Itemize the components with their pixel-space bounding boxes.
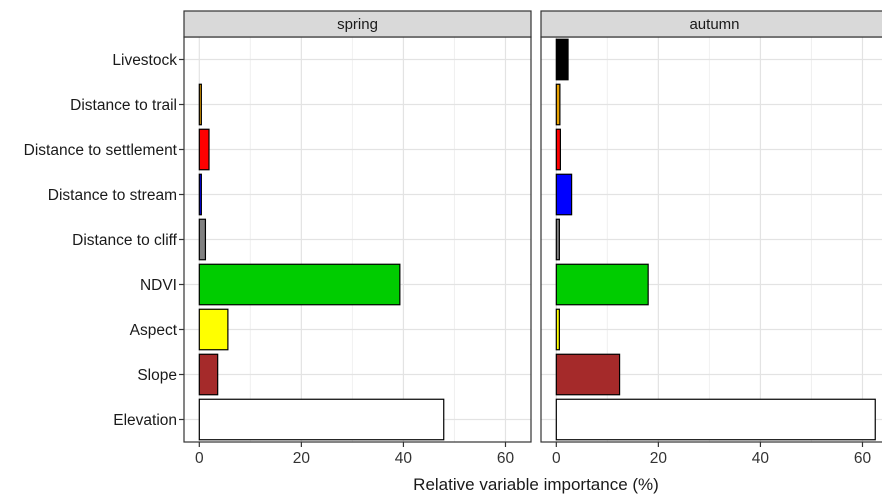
bar-spring-distance-to-stream bbox=[198, 173, 202, 216]
bar-spring-distance-to-cliff bbox=[198, 218, 207, 261]
category-label: Distance to stream bbox=[48, 187, 177, 204]
bar-autumn-livestock bbox=[555, 38, 569, 81]
x-axis-title: Relative variable importance (%) bbox=[413, 475, 659, 494]
category-label: Elevation bbox=[113, 412, 177, 429]
category-label: NDVI bbox=[140, 277, 177, 294]
facet-strip bbox=[183, 10, 532, 38]
bar-spring-aspect bbox=[198, 308, 229, 351]
category-label: Slope bbox=[137, 367, 177, 384]
x-tick-label: 0 bbox=[552, 450, 561, 467]
x-tick-label: 0 bbox=[195, 450, 204, 467]
bar-autumn-distance-to-settlement bbox=[555, 128, 561, 171]
x-tick-label: 60 bbox=[854, 450, 872, 467]
bar-autumn-distance-to-cliff bbox=[555, 218, 560, 261]
x-tick-label: 20 bbox=[293, 450, 311, 467]
bar-autumn-aspect bbox=[555, 308, 560, 351]
bar-autumn-ndvi bbox=[555, 263, 649, 306]
bar-spring-elevation bbox=[198, 398, 445, 441]
bar-spring-slope bbox=[198, 353, 219, 396]
bar-autumn-elevation bbox=[555, 398, 876, 441]
bar-spring-distance-to-settlement bbox=[198, 128, 210, 171]
x-tick-label: 20 bbox=[650, 450, 668, 467]
x-tick-label: 40 bbox=[752, 450, 770, 467]
x-tick-label: 60 bbox=[497, 450, 515, 467]
category-label: Distance to cliff bbox=[72, 232, 178, 249]
bar-autumn-distance-to-stream bbox=[555, 173, 573, 216]
category-label: Distance to trail bbox=[70, 97, 177, 114]
bar-spring-ndvi bbox=[198, 263, 401, 306]
bar-autumn-distance-to-trail bbox=[555, 83, 561, 126]
category-label: Livestock bbox=[112, 52, 177, 69]
facet-strip-label: spring bbox=[337, 16, 378, 33]
facet-strip bbox=[540, 10, 882, 38]
bar-autumn-slope bbox=[555, 353, 621, 396]
category-label: Aspect bbox=[130, 322, 178, 339]
facet-strip-label: autumn bbox=[689, 16, 739, 33]
x-tick-label: 40 bbox=[395, 450, 413, 467]
bar-spring-distance-to-trail bbox=[198, 83, 202, 126]
category-label: Distance to settlement bbox=[24, 142, 178, 159]
